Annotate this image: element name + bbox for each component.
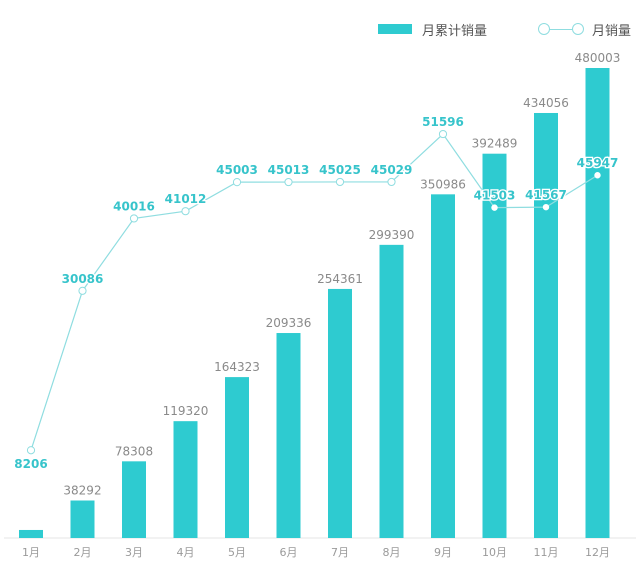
x-tick-label-12: 12月: [585, 546, 610, 559]
x-tick-label-7: 7月: [331, 546, 349, 559]
x-tick-label-5: 5月: [228, 546, 246, 559]
line-value-label-2: 30086: [62, 272, 104, 286]
line-point-4: [181, 207, 190, 216]
line-value-label-12: 45947: [577, 156, 619, 170]
line-point-6: [284, 177, 293, 187]
x-tick-label-1: 1月: [22, 546, 40, 559]
line-point-3: [129, 214, 139, 223]
x-tick-label-6: 6月: [280, 546, 298, 559]
x-tick-label-9: 9月: [434, 546, 452, 559]
bar-12: [585, 68, 610, 538]
bar-value-label-5: 164323: [214, 360, 260, 374]
line-point-10: [491, 204, 498, 211]
bar-value-label-6: 209336: [266, 316, 312, 330]
line-value-label-3: 40016: [113, 199, 155, 213]
legend-line-entry: 月销量: [538, 18, 631, 40]
bar-9: [431, 194, 455, 538]
bar-value-label-8: 299390: [369, 228, 415, 242]
bar-value-label-7: 254361: [317, 272, 363, 286]
x-tick-label-2: 2月: [74, 546, 92, 559]
line-value-label-4: 41012: [165, 192, 207, 206]
line-point-11: [542, 203, 550, 211]
bar-7: [328, 288, 352, 538]
legend-line-swatch: [538, 23, 584, 35]
x-tick-label-4: 4月: [177, 546, 195, 559]
x-tick-label-11: 11月: [534, 546, 559, 559]
bar-11: [534, 112, 558, 538]
line-point-5: [232, 178, 242, 187]
bar-3: [122, 461, 146, 538]
bar-10: [482, 153, 507, 539]
bar-value-label-11: 434056: [523, 96, 569, 110]
bar-value-label-2: 38292: [63, 484, 101, 498]
bar-value-label-9: 350986: [420, 177, 466, 191]
line-value-label-10: 41503: [474, 189, 516, 203]
bar-value-label-3: 78308: [115, 444, 153, 458]
line-value-label-11: 41567: [525, 188, 567, 202]
line-value-label-8: 45029: [371, 163, 413, 177]
legend-bar-swatch: [378, 24, 412, 34]
bar-5: [225, 377, 249, 538]
bar-4: [173, 421, 198, 538]
bar-value-label-4: 119320: [163, 404, 209, 418]
bar-8: [379, 244, 404, 538]
bar-value-label-10: 392489: [472, 137, 518, 151]
line-value-label-7: 45025: [319, 163, 361, 177]
bar-6: [276, 333, 301, 538]
legend-bar-label: 月累计销量: [422, 23, 488, 39]
line-point-7: [335, 177, 345, 187]
line-value-label-1: 8206: [14, 457, 47, 471]
bar-2: [70, 500, 95, 538]
line-point-1: [26, 446, 36, 455]
legend-line-label: 月销量: [592, 23, 632, 39]
legend-bar-entry: 月累计销量: [378, 18, 487, 40]
line-value-label-5: 45003: [216, 163, 258, 177]
x-tick-label-8: 8月: [383, 546, 401, 559]
x-tick-label-10: 10月: [482, 546, 507, 559]
line-point-8: [387, 177, 396, 187]
line-point-9: [438, 129, 448, 139]
line-point-12: [594, 172, 601, 179]
line-point-2: [78, 286, 87, 295]
x-tick-label-3: 3月: [125, 546, 143, 559]
bar-1: [19, 529, 43, 538]
line-value-label-6: 45013: [268, 163, 310, 177]
bar-value-label-12: 480003: [575, 51, 621, 65]
line-series-path: [30, 133, 598, 451]
line-value-label-9: 51596: [422, 115, 464, 129]
